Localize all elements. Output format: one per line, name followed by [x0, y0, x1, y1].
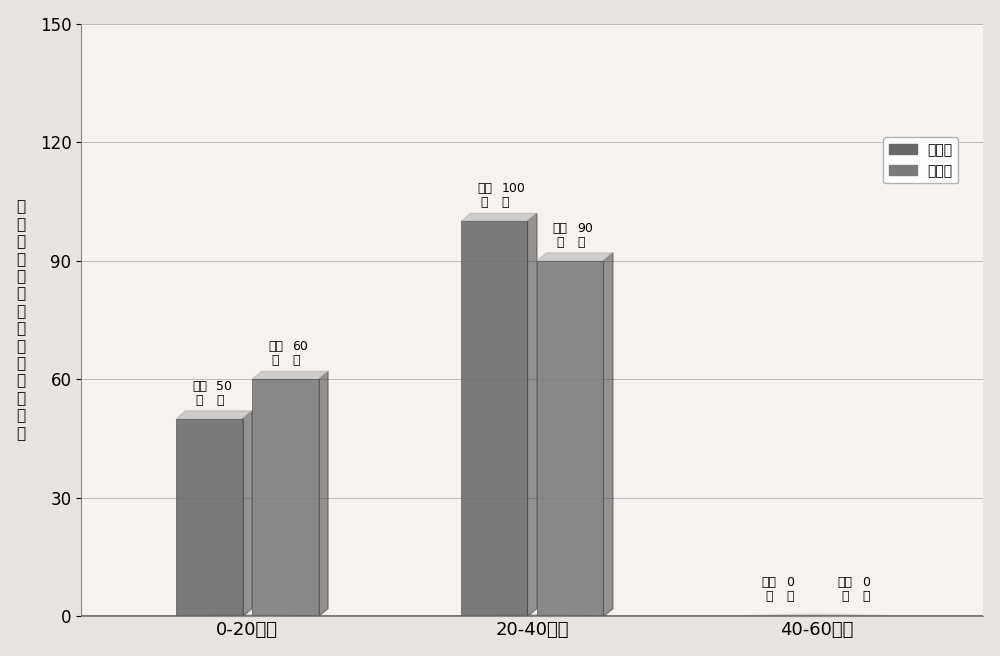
Text: 60
人: 60 人: [292, 340, 308, 367]
Text: 90
人: 90 人: [577, 222, 593, 249]
Text: 对照
组: 对照 组: [838, 576, 853, 603]
Polygon shape: [603, 253, 613, 617]
Polygon shape: [527, 213, 537, 617]
Polygon shape: [537, 253, 613, 261]
Bar: [176, 419, 243, 617]
Ellipse shape: [701, 614, 933, 628]
Polygon shape: [461, 213, 537, 221]
Text: 0
人: 0 人: [862, 576, 870, 603]
Bar: [537, 261, 603, 617]
Y-axis label: 服
用
本
发
明
所
得
造
影
剂
最
像
人
数: 服 用 本 发 明 所 得 造 影 剂 最 像 人 数: [17, 199, 26, 441]
Text: 给药
组: 给药 组: [477, 182, 492, 209]
FancyBboxPatch shape: [710, 617, 924, 626]
Text: 50
人: 50 人: [216, 380, 232, 407]
Text: 0
人: 0 人: [786, 576, 794, 603]
Text: 对照
组: 对照 组: [268, 340, 283, 367]
Polygon shape: [243, 411, 252, 617]
Text: 对照
组: 对照 组: [553, 222, 568, 249]
Ellipse shape: [417, 614, 648, 628]
Legend: 给药组, 对照组: 给药组, 对照组: [883, 137, 958, 184]
Text: 给药
组: 给药 组: [192, 380, 207, 407]
Ellipse shape: [132, 614, 363, 628]
Bar: [252, 379, 319, 617]
Polygon shape: [176, 411, 252, 419]
Text: 100
人: 100 人: [501, 182, 525, 209]
Polygon shape: [252, 371, 328, 379]
FancyBboxPatch shape: [141, 617, 354, 626]
Polygon shape: [319, 371, 328, 617]
FancyBboxPatch shape: [425, 617, 639, 626]
Bar: [461, 221, 527, 617]
Text: 给药
组: 给药 组: [762, 576, 777, 603]
